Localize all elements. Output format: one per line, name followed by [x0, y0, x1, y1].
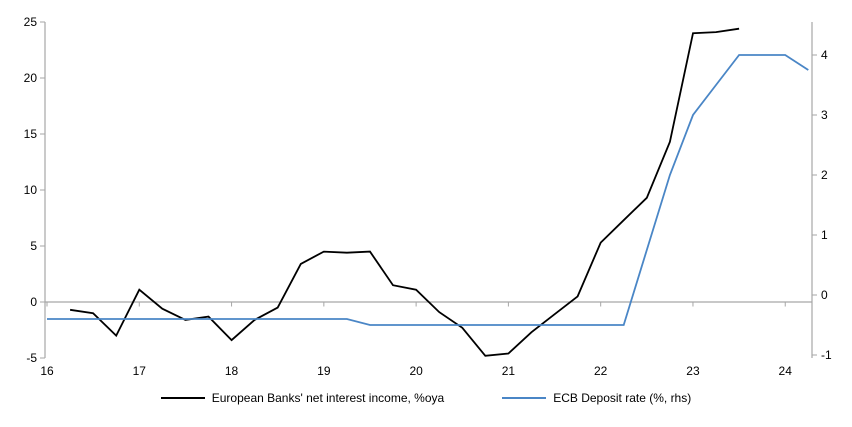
- x-axis-tick-label: 22: [594, 364, 608, 378]
- ecb-line-series: [47, 54, 809, 326]
- left-axis-tick-label: 15: [24, 127, 38, 141]
- x-axis-tick-label: 21: [502, 364, 516, 378]
- ecb-legend-label: ECB Deposit rate (%, rhs): [553, 391, 692, 405]
- ecb-line-swatch: [502, 397, 547, 399]
- legend-item-ecb: ECB Deposit rate (%, rhs): [502, 391, 691, 405]
- x-axis-tick-label: 17: [133, 364, 147, 378]
- legend: European Banks' net interest income, %oy…: [0, 391, 852, 405]
- x-axis-tick-label: 20: [409, 364, 423, 378]
- left-axis-tick-label: 25: [24, 15, 38, 29]
- nii-line-swatch: [160, 397, 205, 399]
- left-axis-tick-label: 20: [24, 71, 38, 85]
- right-axis-tick-label: 1: [821, 228, 828, 242]
- right-axis-tick-label: -1: [821, 348, 832, 362]
- x-axis-tick-label: 24: [779, 364, 793, 378]
- legend-item-nii: European Banks' net interest income, %oy…: [160, 391, 445, 405]
- right-axis-tick-label: 2: [821, 168, 828, 182]
- right-axis-tick-label: 3: [821, 108, 828, 122]
- left-axis-tick-label: 5: [30, 239, 37, 253]
- nii-legend-label: European Banks' net interest income, %oy…: [211, 391, 445, 405]
- nii-line-series: [69, 27, 740, 357]
- x-axis-tick-label: 23: [686, 364, 700, 378]
- right-axis-tick-label: 0: [821, 288, 828, 302]
- x-axis-tick-label: 18: [225, 364, 239, 378]
- left-axis-tick-label: 10: [24, 183, 38, 197]
- right-axis-tick-label: 4: [821, 48, 828, 62]
- left-axis-tick-label: 0: [30, 295, 37, 309]
- left-axis-tick-label: -5: [26, 351, 37, 365]
- x-axis-tick-label: 16: [40, 364, 54, 378]
- x-axis-tick-label: 19: [317, 364, 331, 378]
